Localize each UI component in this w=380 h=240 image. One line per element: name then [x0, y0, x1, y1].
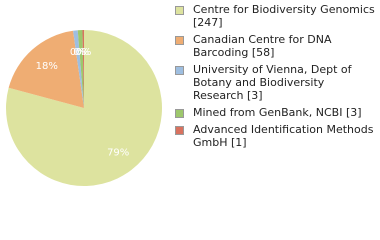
legend-swatch — [175, 109, 184, 118]
pie: 79%18%0%0%0% — [5, 30, 163, 186]
legend-item: Advanced Identification Methods GmbH [1] — [175, 123, 375, 149]
slice-label: 0% — [75, 47, 91, 58]
pie-slice — [73, 30, 84, 108]
slice-label: 0% — [70, 47, 86, 58]
legend-label: Advanced Identification Methods GmbH [1] — [193, 123, 374, 149]
pie-slice — [82, 30, 84, 108]
slice-label: 18% — [36, 61, 58, 72]
pie-slice — [77, 30, 84, 108]
legend-item: Canadian Centre for DNA Barcoding [58] — [175, 33, 375, 59]
legend-swatch — [175, 36, 184, 45]
legend-label: University of Vienna, Dept of Botany and… — [193, 63, 352, 102]
legend-swatch — [175, 66, 184, 75]
legend-item: Mined from GenBank, NCBI [3] — [175, 106, 375, 119]
legend-label: Centre for Biodiversity Genomics [247] — [193, 3, 375, 29]
pie-slice — [8, 30, 85, 108]
legend-item: Centre for Biodiversity Genomics [247] — [175, 3, 375, 29]
legend-swatch — [175, 6, 184, 15]
legend-label: Canadian Centre for DNA Barcoding [58] — [193, 33, 332, 59]
legend-swatch — [175, 126, 184, 135]
legend-item: University of Vienna, Dept of Botany and… — [175, 63, 375, 102]
slice-label: 79% — [107, 148, 129, 159]
legend: Centre for Biodiversity Genomics [247] Ca… — [175, 3, 375, 153]
slice-label: 0% — [73, 47, 89, 58]
legend-label: Mined from GenBank, NCBI [3] — [193, 106, 362, 119]
